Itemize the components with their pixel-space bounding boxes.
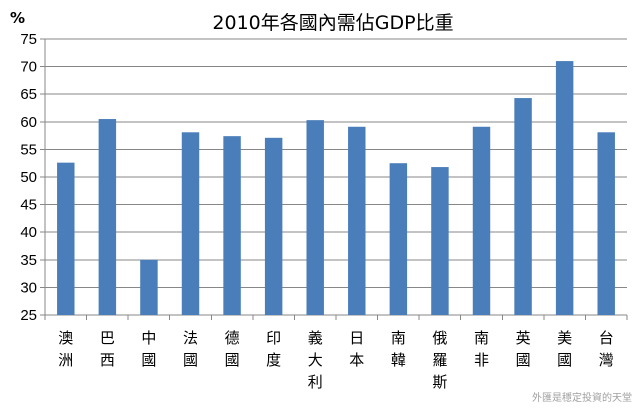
y-tick-label: 50 xyxy=(20,169,37,186)
bar xyxy=(57,162,75,315)
bar xyxy=(223,136,241,315)
x-tick-label: 日本 xyxy=(349,329,364,369)
bars xyxy=(57,61,615,316)
x-tick-label: 南韓 xyxy=(391,329,406,369)
x-tick-label: 義大利 xyxy=(308,329,323,391)
y-tick-label: 60 xyxy=(20,114,37,131)
y-tick-label: 65 xyxy=(20,86,37,103)
bar xyxy=(431,167,449,315)
chart-title: 2010年各國內需佔GDP比重 xyxy=(212,12,453,34)
x-tick-label: 印度 xyxy=(266,329,281,369)
y-tick-label: 25 xyxy=(20,307,37,324)
x-tick-label: 法國 xyxy=(183,329,198,369)
bar xyxy=(181,132,200,315)
x-tick-label: 巴西 xyxy=(100,329,115,369)
x-tick-label: 中國 xyxy=(141,329,156,369)
bar xyxy=(597,132,615,315)
y-tick-label: 55 xyxy=(20,141,37,158)
y-tick-label: 75 xyxy=(20,31,37,48)
x-tick-label: 台灣 xyxy=(599,329,614,369)
x-tick-label: 德國 xyxy=(225,329,240,369)
x-tick-label: 美國 xyxy=(557,329,572,369)
x-tick-label: 俄羅斯 xyxy=(432,329,447,391)
bar xyxy=(472,126,491,315)
gridlines xyxy=(45,38,627,288)
x-tick-label: 澳洲 xyxy=(58,329,73,369)
x-tick-label: 南非 xyxy=(474,329,489,369)
bar xyxy=(140,259,158,315)
bar xyxy=(98,119,117,315)
y-tick-label: 45 xyxy=(20,197,37,214)
y-tick-label: 70 xyxy=(20,59,37,76)
bar xyxy=(389,163,408,315)
watermark-text: 外匯是穩定投資的天堂 xyxy=(532,391,632,404)
y-tick-label: 30 xyxy=(20,279,37,296)
y-unit-label: % xyxy=(10,9,25,27)
x-tick-label: 英國 xyxy=(516,329,531,369)
bar xyxy=(264,137,283,315)
bar xyxy=(348,126,366,315)
bar xyxy=(306,120,324,315)
axes xyxy=(40,38,628,320)
bar xyxy=(514,98,532,316)
y-tick-label: 40 xyxy=(20,224,37,241)
y-tick-labels: 25 30 35 40 45 50 55 60 65 70 75 xyxy=(20,31,37,324)
bar xyxy=(555,61,574,315)
y-tick-label: 35 xyxy=(20,252,37,269)
